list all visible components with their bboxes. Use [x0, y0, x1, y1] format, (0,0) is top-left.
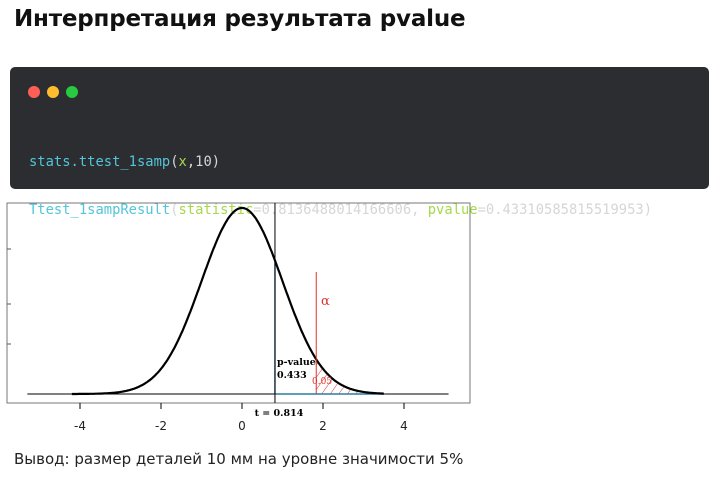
x-tick-label: 0: [238, 419, 246, 433]
x-tick-label: -4: [74, 419, 86, 433]
t-distribution-plot: α p-value 0.433 0.05 t = 0.814 -4 -2 0 2 4: [6, 202, 471, 433]
code-token: ttest_1samp: [78, 154, 171, 170]
plot-frame: [6, 202, 471, 404]
code-token: statistic: [178, 202, 254, 218]
conclusion-text: Вывод: размер деталей 10 мм на уровне зн…: [14, 450, 464, 468]
plot-layer: α p-value 0.433 0.05 t = 0.814 -4 -2 0 2 4: [7, 203, 449, 433]
x-tick-label: 4: [400, 419, 408, 433]
x-tick-label: -2: [155, 419, 167, 433]
code-line-2: Ttest_1sampResult(statistic=0.8136488014…: [29, 202, 652, 218]
code-token: stats.: [29, 154, 79, 170]
code-token: (: [170, 154, 179, 170]
minimize-dot: [47, 86, 59, 98]
code-token: Ttest_1sampResult: [29, 202, 171, 218]
code-window: stats.ttest_1samp(x,10) Ttest_1sampResul…: [10, 67, 709, 218]
alpha-value-label: 0.05: [312, 377, 332, 387]
pvalue-label: p-value: [277, 357, 316, 368]
code-token: ,10): [186, 154, 221, 170]
alpha-label: α: [321, 294, 330, 309]
density-curve: [71, 206, 384, 396]
code-token: (: [170, 202, 179, 218]
maximize-dot: [66, 86, 78, 98]
close-dot: [28, 86, 40, 98]
code-line-1: stats.ttest_1samp(x,10): [29, 154, 652, 170]
code-token: x: [178, 154, 187, 170]
page-title: Интерпретация результата pvalue: [14, 6, 466, 32]
code-token: =0.43310585815519953): [477, 202, 653, 218]
pvalue-number: 0.433: [277, 370, 307, 381]
alpha-region: [316, 359, 384, 394]
code-token: =0.8136488014166606,: [253, 202, 428, 218]
x-tick-label: 2: [319, 419, 327, 433]
code-token: pvalue: [427, 202, 478, 218]
code-block: stats.ttest_1samp(x,10) Ttest_1sampResul…: [29, 122, 652, 250]
t-label: t = 0.814: [255, 408, 304, 419]
